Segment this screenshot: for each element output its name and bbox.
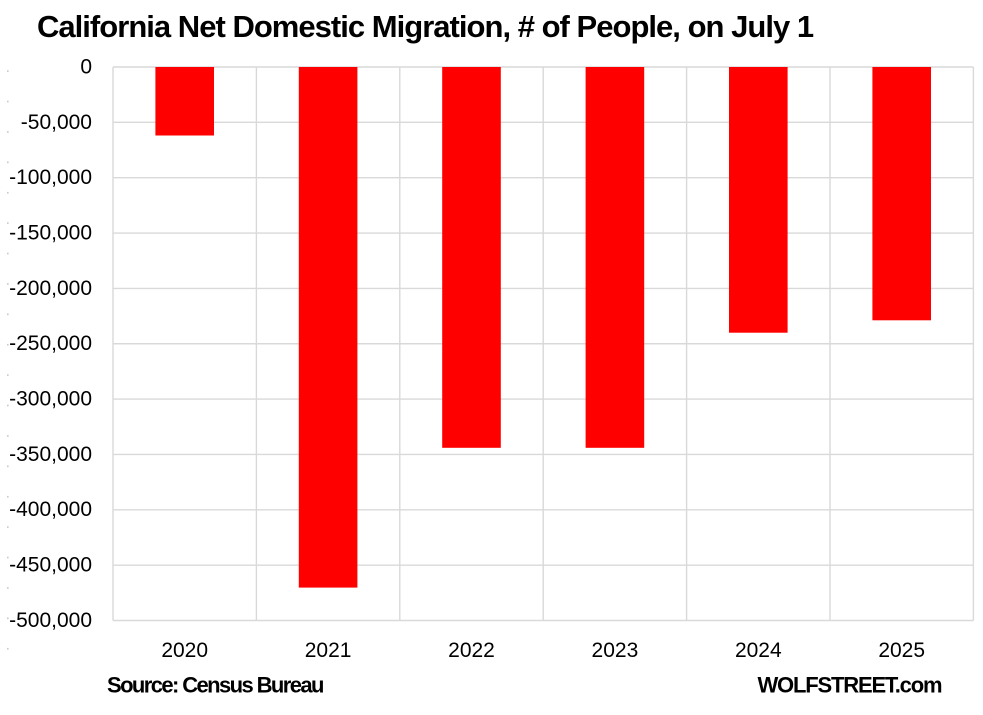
svg-text:-250,000: -250,000: [9, 332, 92, 355]
svg-text:Source: Census Bureau: Source: Census Bureau: [107, 673, 323, 698]
svg-text:-400,000: -400,000: [9, 498, 92, 521]
svg-text:-50,000: -50,000: [21, 111, 92, 134]
svg-text:2023: 2023: [592, 639, 639, 662]
svg-text:California Net Domestic Migrat: California Net Domestic Migration, # of …: [37, 9, 814, 44]
svg-text:-150,000: -150,000: [9, 221, 92, 244]
svg-text:2024: 2024: [735, 639, 782, 662]
svg-text:-300,000: -300,000: [9, 388, 92, 411]
svg-text:-350,000: -350,000: [9, 443, 92, 466]
svg-text:2025: 2025: [878, 639, 925, 662]
svg-text:2020: 2020: [161, 639, 208, 662]
svg-text:-100,000: -100,000: [9, 166, 92, 189]
svg-text:WOLFSTREET.com: WOLFSTREET.com: [757, 672, 942, 697]
svg-text:2021: 2021: [305, 639, 352, 662]
svg-text:-200,000: -200,000: [9, 277, 92, 300]
svg-text:0: 0: [80, 55, 92, 78]
svg-text:-500,000: -500,000: [9, 609, 92, 632]
svg-text:-450,000: -450,000: [9, 554, 92, 577]
svg-text:2022: 2022: [448, 639, 495, 662]
